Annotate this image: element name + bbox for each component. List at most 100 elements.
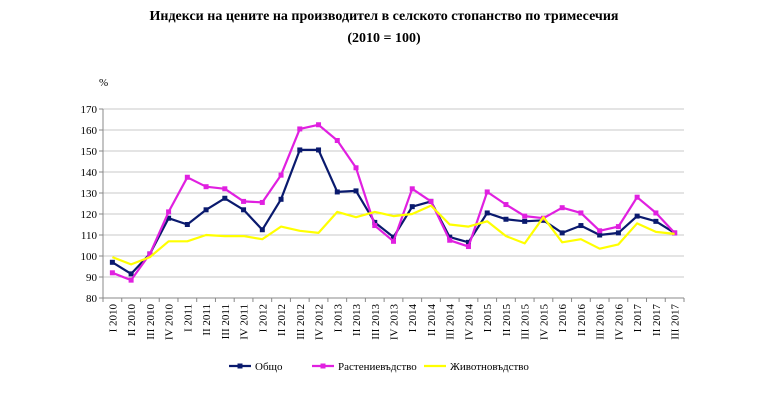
data-point xyxy=(222,195,228,201)
data-point xyxy=(259,227,265,233)
x-tick-labels: I 2010 II 2010 III 2010 IV 2010 I 2011 II 201… xyxy=(102,298,685,341)
data-point xyxy=(465,244,471,250)
data-point xyxy=(409,204,415,210)
y-tick-label: 140 xyxy=(81,167,98,179)
data-point xyxy=(578,223,584,229)
x-tick-label: I 2015 xyxy=(482,304,494,333)
x-tick-label: II 2016 xyxy=(576,304,588,337)
data-point xyxy=(241,207,247,213)
data-point xyxy=(166,215,172,221)
y-tick-label: 170 xyxy=(81,104,98,116)
data-point xyxy=(522,218,528,224)
x-tick-label: III 2012 xyxy=(295,304,307,340)
data-point xyxy=(653,210,659,216)
data-point xyxy=(353,165,359,171)
data-point xyxy=(128,271,134,277)
data-point xyxy=(297,147,303,153)
data-point xyxy=(428,198,434,204)
x-tick-label: II 2015 xyxy=(501,304,513,337)
data-point xyxy=(203,207,209,213)
data-point xyxy=(503,216,509,222)
legend-swatch-marker xyxy=(320,363,326,369)
series-line-0 xyxy=(111,148,676,275)
data-point xyxy=(559,230,565,236)
legend: Общо Растениевъдство Животновъдство xyxy=(229,361,529,373)
x-tick-label: IV 2016 xyxy=(613,304,625,341)
x-tick-label: II 2017 xyxy=(651,304,663,337)
data-point xyxy=(578,210,584,216)
x-tick-label: IV 2012 xyxy=(314,304,326,340)
data-point xyxy=(334,189,340,195)
data-point xyxy=(166,209,172,215)
data-point xyxy=(109,270,115,276)
data-point xyxy=(597,232,603,238)
axes xyxy=(102,109,684,299)
y-tick-label: 90 xyxy=(86,272,98,284)
data-point xyxy=(653,218,659,224)
data-point xyxy=(484,189,490,195)
x-tick-label: III 2013 xyxy=(370,304,382,340)
series-line-1 xyxy=(111,123,676,282)
data-point xyxy=(391,234,396,240)
x-tick-label: IV 2013 xyxy=(389,304,401,341)
data-point xyxy=(372,223,378,229)
data-point xyxy=(409,186,415,192)
data-point xyxy=(484,210,490,216)
data-point xyxy=(391,238,396,244)
legend-label: Растениевъдство xyxy=(338,361,417,373)
data-point xyxy=(447,237,453,243)
x-tick-label: II 2011 xyxy=(201,304,213,336)
x-tick-label: I 2016 xyxy=(557,304,569,333)
data-point xyxy=(147,251,153,257)
data-point xyxy=(184,222,190,227)
data-point xyxy=(128,277,134,283)
gridlines xyxy=(103,108,684,278)
legend-swatch-marker xyxy=(237,363,243,369)
legend-label: Животновъдство xyxy=(450,361,529,373)
x-tick-label: I 2010 xyxy=(107,304,119,333)
x-tick-label: IV 2011 xyxy=(239,304,251,340)
data-point xyxy=(353,188,359,194)
chart-subtitle: (2010 = 100) xyxy=(347,31,421,46)
x-tick-label: I 2012 xyxy=(257,304,269,332)
y-tick-label: 150 xyxy=(81,146,98,158)
x-tick-label: I 2011 xyxy=(182,304,194,332)
data-point xyxy=(615,230,621,236)
x-tick-label: II 2010 xyxy=(126,304,138,337)
y-tick-label: 80 xyxy=(86,293,98,305)
x-tick-label: III 2016 xyxy=(595,304,607,340)
data-point xyxy=(447,234,453,240)
x-tick-label: III 2014 xyxy=(445,304,457,340)
x-tick-label: II 2014 xyxy=(426,304,438,337)
data-point xyxy=(316,122,322,128)
x-tick-label: III 2017 xyxy=(670,304,682,340)
data-point xyxy=(109,259,115,265)
x-tick-label: I 2013 xyxy=(332,304,344,333)
data-point xyxy=(259,199,265,205)
data-point xyxy=(334,138,340,143)
x-tick-label: II 2013 xyxy=(351,304,363,337)
series-line-2 xyxy=(111,204,675,266)
y-tick-label: 160 xyxy=(81,125,98,137)
series-lines xyxy=(109,122,678,283)
x-tick-label: I 2014 xyxy=(407,304,419,333)
x-tick-label: III 2015 xyxy=(520,304,532,340)
y-tick-label: 130 xyxy=(81,188,98,200)
data-point xyxy=(634,213,640,219)
x-tick-label: I 2017 xyxy=(632,304,644,333)
data-point xyxy=(278,196,284,202)
data-point xyxy=(634,194,640,200)
legend-label: Общо xyxy=(255,361,283,373)
data-point xyxy=(184,174,190,180)
x-tick-label: III 2011 xyxy=(220,304,232,339)
data-point xyxy=(203,184,209,190)
data-point xyxy=(465,239,471,245)
x-tick-label: IV 2015 xyxy=(538,304,550,341)
y-axis-label: % xyxy=(99,77,108,89)
y-tick-label: 110 xyxy=(81,230,98,242)
x-tick-label: III 2010 xyxy=(145,304,157,340)
data-point xyxy=(241,198,247,204)
chart-title: Индекси на цените на производител в селс… xyxy=(149,9,619,24)
data-point xyxy=(597,228,603,234)
